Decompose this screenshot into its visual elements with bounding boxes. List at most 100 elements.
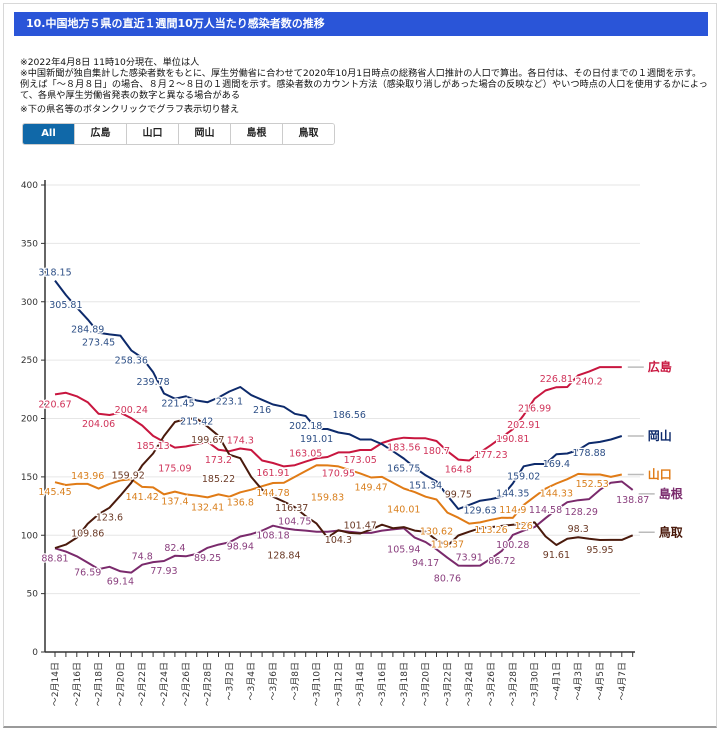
series-label: 広島 — [648, 359, 672, 374]
data-label: 191.01 — [300, 434, 333, 445]
data-label: 159.83 — [311, 492, 344, 503]
data-label: 128.29 — [565, 507, 598, 518]
data-label: 80.76 — [434, 574, 461, 585]
data-label: 185.13 — [136, 441, 169, 452]
x-tick-label: ～2月14日 — [50, 662, 61, 706]
data-label: 226.81 — [540, 374, 573, 385]
data-label: 170.95 — [322, 468, 355, 479]
data-label: 108.18 — [256, 531, 289, 542]
data-label: 204.06 — [82, 419, 115, 430]
x-tick-label: ～2月22日 — [137, 662, 148, 706]
x-tick-label: ～2月16日 — [72, 662, 83, 706]
data-label: 258.36 — [115, 355, 148, 366]
data-label: 173.2 — [205, 455, 232, 466]
data-label: 151.34 — [409, 480, 442, 491]
data-label: 98.94 — [227, 541, 254, 552]
y-tick-label: 150 — [21, 473, 38, 483]
series-line-0 — [54, 366, 622, 468]
x-tick-label: ～3月10日 — [312, 662, 323, 706]
data-label: 98.3 — [568, 524, 589, 535]
x-tick-label: ～4月5日 — [595, 662, 606, 700]
data-label: 152.53 — [576, 479, 609, 490]
data-label: 190.81 — [496, 434, 529, 445]
button-yamaguchi[interactable]: 山口 — [127, 124, 179, 144]
x-tick-label: ～4月3日 — [573, 662, 584, 700]
data-label: 116.37 — [275, 503, 308, 514]
data-label: 216.99 — [518, 404, 551, 415]
button-okayama[interactable]: 岡山 — [179, 124, 231, 144]
data-label: 178.88 — [572, 448, 605, 459]
data-label: 175.09 — [158, 464, 191, 475]
x-tick-label: ～4月7日 — [617, 662, 628, 700]
data-label: 141.42 — [126, 492, 159, 503]
button-hiroshima[interactable]: 広島 — [75, 124, 127, 144]
data-label: 104.75 — [278, 517, 311, 528]
data-label: 138.87 — [616, 495, 649, 506]
x-tick-label: ～3月8日 — [290, 662, 301, 700]
data-label: 77.93 — [150, 566, 177, 577]
data-label: 89.25 — [194, 553, 221, 564]
data-label: 113.26 — [474, 525, 507, 536]
section-title: 10.中国地方５県の直近１週間10万人当たり感染者数の推移 — [14, 12, 708, 36]
x-tick-label: ～3月12日 — [333, 662, 344, 706]
data-label: 129.63 — [463, 506, 496, 517]
x-tick-label: ～3月14日 — [355, 662, 366, 706]
x-tick-label: ～3月28日 — [508, 662, 519, 706]
data-label: 163.05 — [289, 449, 322, 460]
x-tick-label: ～3月18日 — [399, 662, 410, 706]
data-label: 173.05 — [344, 455, 377, 466]
data-label: 109.86 — [71, 529, 104, 540]
data-label: 240.2 — [575, 377, 602, 388]
data-label: 128.84 — [267, 551, 300, 562]
data-label: 199.67 — [191, 435, 224, 446]
data-label: 273.45 — [82, 338, 115, 349]
prefecture-toggle-group: All 広島 山口 岡山 島根 鳥取 — [22, 123, 335, 145]
button-all[interactable]: All — [23, 124, 75, 144]
x-tick-label: ～2月28日 — [203, 662, 214, 706]
series-label: 山口 — [648, 467, 672, 482]
series-label: 岡山 — [648, 428, 672, 443]
data-label: 239.78 — [136, 377, 169, 388]
panel-frame — [3, 3, 717, 728]
data-label: 143.96 — [71, 471, 104, 482]
series-label: 鳥取 — [659, 524, 683, 539]
y-tick-label: 400 — [21, 181, 38, 191]
data-label: 105.94 — [387, 544, 420, 555]
data-label: 145.45 — [38, 487, 71, 498]
data-label: 130.62 — [420, 527, 453, 538]
x-tick-label: ～2月20日 — [115, 662, 126, 706]
series-line-2 — [54, 464, 623, 525]
data-label: 76.59 — [74, 568, 101, 579]
notes: ※2022年4月8日 11時10分現在、単位は人 ※中国新聞が独自集計した感染者… — [20, 57, 710, 115]
data-label: 136.8 — [227, 497, 254, 508]
x-tick-label: ～3月16日 — [377, 662, 388, 706]
note-timestamp: ※2022年4月8日 11時10分現在、単位は人 — [20, 57, 200, 68]
data-label: 95.95 — [586, 545, 613, 556]
note-method: ※中国新聞が独自集計した感染者数をもとに、厚生労働省に合わせて2020年10月1… — [20, 68, 708, 101]
data-label: 183.56 — [387, 443, 420, 454]
data-label: 177.23 — [474, 450, 507, 461]
button-tottori[interactable]: 鳥取 — [283, 124, 334, 144]
data-label: 159.02 — [507, 471, 540, 482]
data-label: 215.42 — [180, 416, 213, 427]
data-label: 221.45 — [161, 398, 194, 409]
x-tick-label: ～3月26日 — [486, 662, 497, 706]
data-label: 86.72 — [488, 556, 515, 567]
x-tick-label: ～3月22日 — [442, 662, 453, 706]
data-label: 318.15 — [38, 268, 71, 279]
x-tick-label: ～4月1日 — [551, 662, 562, 700]
y-tick-label: 200 — [21, 415, 38, 425]
data-label: 159.92 — [112, 470, 145, 481]
y-tick-label: 50 — [27, 590, 39, 600]
data-label: 137.4 — [161, 497, 188, 508]
x-tick-label: ～2月26日 — [181, 662, 192, 706]
data-label: 126 — [515, 521, 533, 532]
data-label: 140.01 — [387, 505, 420, 516]
series-line-4 — [54, 417, 634, 550]
data-label: 186.56 — [333, 410, 366, 421]
data-label: 180.7 — [423, 446, 450, 457]
data-label: 220.67 — [38, 399, 71, 410]
button-shimane[interactable]: 島根 — [231, 124, 283, 144]
data-label: 216 — [253, 405, 271, 416]
data-label: 91.61 — [543, 550, 570, 561]
